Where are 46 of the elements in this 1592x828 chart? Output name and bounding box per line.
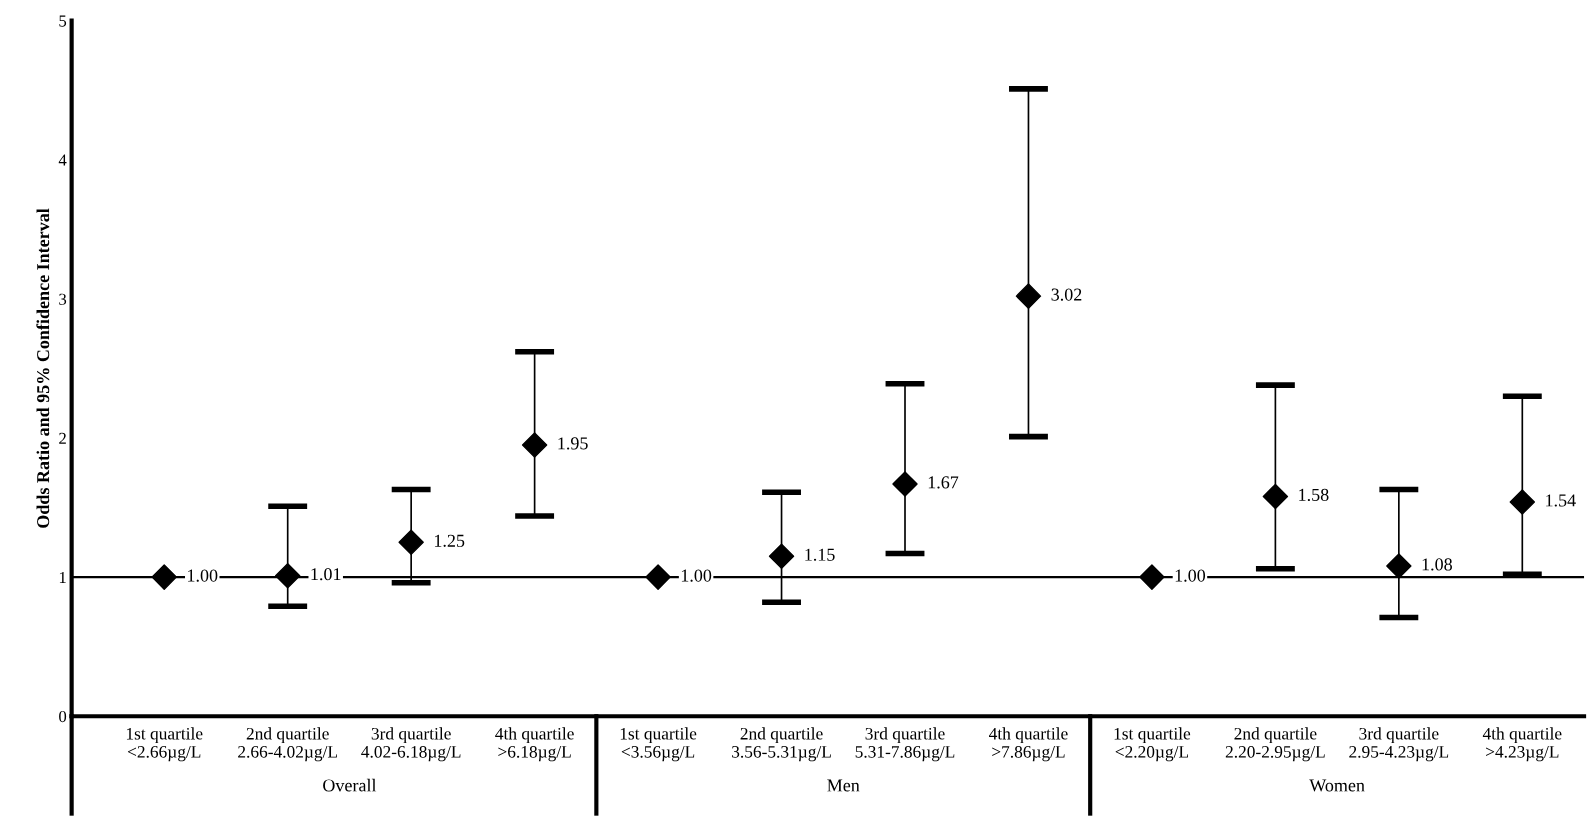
point	[1015, 283, 1042, 309]
y-tick-label: 4	[58, 154, 67, 166]
point	[1509, 489, 1536, 515]
y-tick-label: 2	[59, 432, 66, 444]
y-tick-label: 0	[59, 710, 67, 723]
data-label: 1.00	[681, 569, 712, 582]
x-tick-label: 2nd quartile 2.66-4.02µg/L	[238, 727, 337, 762]
y-axis-title: Odds Ratio and 95% Confidence Interval	[36, 208, 50, 528]
point	[398, 529, 424, 556]
y-tick-label: 3	[59, 293, 67, 305]
x-tick-label: 1st quartile <3.56µg/L	[620, 727, 697, 762]
data-label: 1.95	[558, 437, 588, 450]
x-tick-label: 3rd quartile 5.31-7.86µg/L	[855, 727, 955, 762]
data-label: 1.25	[434, 534, 465, 547]
point	[1139, 564, 1165, 590]
data-label: 1.00	[188, 569, 218, 582]
data-label: 1.54	[1546, 494, 1576, 507]
x-tick-label: 4th quartile >4.23µg/L	[1482, 727, 1562, 762]
x-tick-label: 1st quartile <2.20µg/L	[1114, 727, 1191, 762]
data-label: 1.58	[1299, 488, 1329, 502]
x-tick-label: 4th quartile >7.86µg/L	[989, 727, 1068, 762]
text: Overall	[323, 778, 377, 792]
text: Women	[1309, 779, 1365, 792]
y-tick-label: 1	[59, 571, 66, 583]
x-tick-label: 1st quartile <2.66µg/L	[126, 727, 203, 762]
data-label: 1.67	[928, 476, 959, 489]
data-label: 1.01	[311, 568, 341, 581]
point	[768, 543, 795, 569]
x-tick-label: 3rd quartile 4.02-6.18µg/L	[361, 727, 461, 762]
point	[521, 432, 548, 458]
text: Men	[827, 779, 860, 792]
point	[1262, 483, 1289, 510]
data-label: 1.08	[1422, 558, 1452, 571]
point	[274, 563, 301, 589]
x-tick-label: 3rd quartile 2.95-4.23µg/L	[1349, 727, 1449, 762]
x-tick-label: 4th quartile >6.18µg/L	[495, 727, 574, 762]
x-tick-label: 2nd quartile 3.56-5.31µg/L	[732, 727, 831, 762]
y-tick-label: 5	[59, 15, 67, 27]
data-label: 3.02	[1051, 288, 1082, 301]
data-label: 1.15	[805, 548, 835, 561]
point	[645, 564, 671, 590]
data-label: 1.00	[1175, 569, 1206, 582]
point	[1386, 553, 1412, 579]
x-tick-label: 2nd quartile 2.20-2.95µg/L	[1225, 727, 1325, 762]
point	[151, 564, 177, 590]
point	[892, 471, 918, 497]
